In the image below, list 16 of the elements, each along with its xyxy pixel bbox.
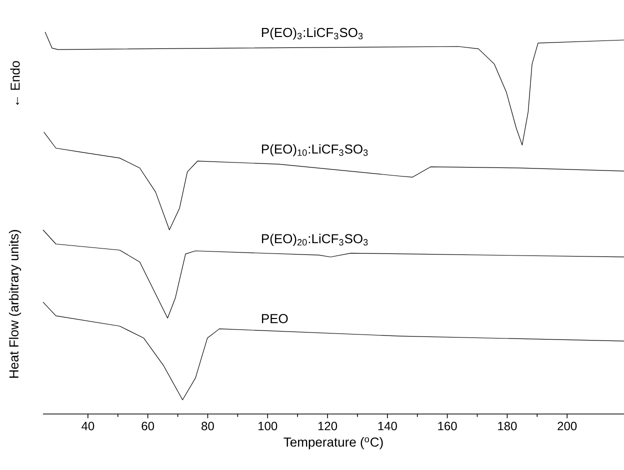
x-tick-label: 100: [258, 422, 278, 430]
x-tick-label: 160: [438, 422, 457, 430]
text: ← Endo: [10, 61, 20, 105]
series-label: P(EO)$_{10}$:LiCF$_{3}$SO$_{3}$: [262, 144, 368, 156]
x-tick-label: 120: [318, 422, 338, 430]
x-tick-label: 80: [202, 422, 214, 430]
series-label: P(EO)$_{3}$:LiCF$_{3}$SO$_{3}$: [262, 28, 363, 40]
series-label: P(EO)$_{20}$:LiCF$_{3}$SO$_{3}$: [262, 234, 368, 246]
x-tick-label: 200: [558, 422, 577, 430]
x-tick-label: 180: [498, 422, 517, 430]
x-axis-title: Temperature ($^{o}$C): [284, 437, 383, 450]
x-tick-label: 140: [378, 422, 397, 430]
y-axis-title: Heat Flow (arbitrary units): [8, 230, 22, 378]
series-label: PEO: [262, 314, 288, 324]
x-tick-label: 60: [142, 422, 154, 430]
x-tick-label: 40: [82, 422, 94, 430]
